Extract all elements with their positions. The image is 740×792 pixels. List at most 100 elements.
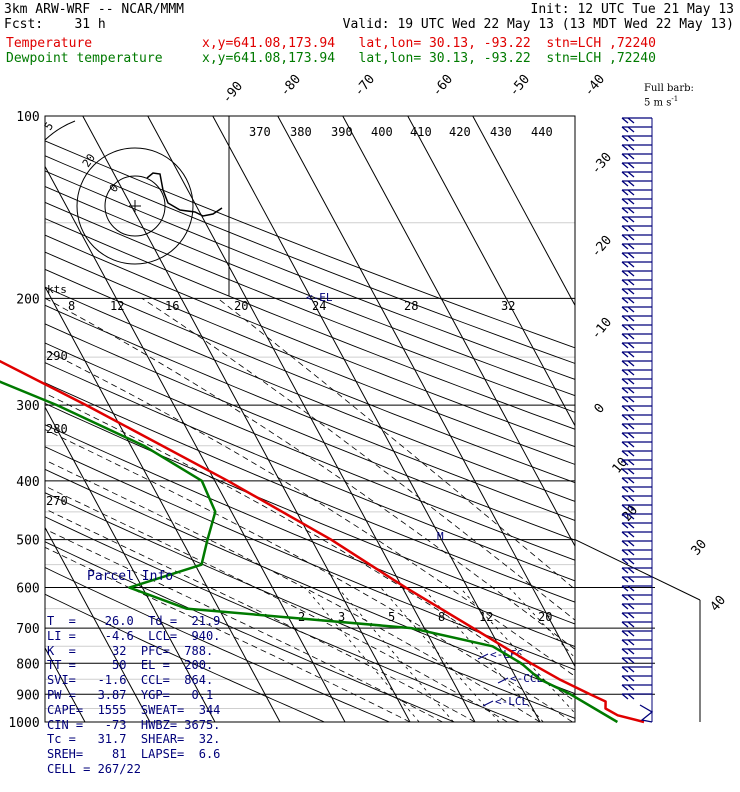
init-time: Init: 12 UTC Tue 21 May 13 bbox=[530, 2, 735, 17]
hodograph-ring bbox=[76, 147, 194, 265]
wind-barb bbox=[621, 486, 629, 493]
wind-barb bbox=[627, 459, 635, 466]
dry-adiabat bbox=[45, 234, 575, 448]
wind-barb bbox=[621, 189, 629, 196]
wind-barb bbox=[627, 342, 635, 349]
wind-barb bbox=[621, 252, 629, 259]
wind-barb bbox=[621, 504, 629, 511]
wind-barb bbox=[627, 549, 635, 556]
theta-label-left: 290 bbox=[46, 349, 68, 363]
wind-barb bbox=[627, 369, 635, 376]
dry-adiabat bbox=[45, 251, 575, 465]
isotherm-line bbox=[82, 116, 411, 722]
wind-barb bbox=[621, 639, 629, 646]
wind-barb bbox=[621, 144, 629, 151]
level-marker bbox=[482, 700, 494, 707]
wind-barb bbox=[621, 225, 629, 232]
wind-barb bbox=[621, 684, 629, 691]
wind-barb bbox=[627, 252, 635, 259]
wind-barb bbox=[621, 540, 629, 547]
wind-barb bbox=[621, 648, 629, 655]
wind-barb bbox=[621, 153, 629, 160]
wind-barb bbox=[627, 135, 635, 142]
mixing-ratio-line bbox=[509, 587, 575, 659]
wind-barb bbox=[627, 594, 635, 601]
parcel-info-row: SREH= 81 LAPSE= 6.6 bbox=[47, 747, 221, 762]
wind-barb bbox=[621, 405, 629, 412]
isotherm-line bbox=[147, 116, 476, 722]
isobar-label: 200 bbox=[16, 292, 39, 307]
moist-adiabat bbox=[141, 298, 575, 621]
wind-barb bbox=[627, 243, 635, 250]
wind-barb bbox=[621, 360, 629, 367]
wind-barb bbox=[627, 531, 635, 538]
wind-barb bbox=[627, 306, 635, 313]
legend-dewpoint: Dewpoint temperature x,y=641.08,173.94 la… bbox=[6, 51, 656, 66]
isobar-label: 300 bbox=[16, 399, 39, 414]
wind-barb bbox=[621, 198, 629, 205]
wind-barb bbox=[621, 675, 629, 682]
dry-adiabat bbox=[45, 382, 575, 603]
parcel-info-title: Parcel Info bbox=[87, 568, 174, 584]
wind-barb bbox=[627, 180, 635, 187]
wind-barb bbox=[621, 621, 629, 628]
mixing-ratio-label: 2 bbox=[298, 610, 305, 624]
wind-barb bbox=[621, 216, 629, 223]
dry-adiabat bbox=[45, 342, 575, 561]
wind-barb bbox=[621, 414, 629, 421]
wind-barb bbox=[627, 144, 635, 151]
wind-barb bbox=[621, 306, 629, 313]
isotherm-label: 0 bbox=[592, 401, 609, 417]
wind-barb bbox=[627, 117, 635, 124]
wind-barb bbox=[627, 666, 635, 673]
wind-barb bbox=[621, 288, 629, 295]
hodograph-ring bbox=[104, 175, 166, 237]
wind-barbs bbox=[621, 117, 654, 723]
sounding-profiles bbox=[0, 359, 645, 724]
wind-barb bbox=[627, 360, 635, 367]
wind-barb bbox=[621, 513, 629, 520]
isotherm-line bbox=[407, 116, 575, 427]
wind-barb bbox=[621, 333, 629, 340]
wind-barb bbox=[627, 513, 635, 520]
upper-mixing-label: 16 bbox=[165, 299, 179, 313]
parcel-info-row: CELL = 267/22 bbox=[47, 761, 141, 776]
dry-adiabat bbox=[45, 567, 390, 722]
isobar-label: 500 bbox=[16, 534, 39, 549]
level-label-el: <-EL bbox=[306, 291, 333, 304]
wind-barb bbox=[627, 639, 635, 646]
isotherm-label: -30 bbox=[589, 150, 616, 178]
isobar-label: 800 bbox=[16, 657, 39, 672]
isobar-label: 100 bbox=[16, 110, 39, 125]
wind-barb bbox=[621, 369, 629, 376]
wind-barb bbox=[627, 279, 635, 286]
mixing-ratio-label: 20 bbox=[538, 610, 552, 624]
wind-barb bbox=[627, 657, 635, 664]
wind-barb bbox=[627, 432, 635, 439]
dry-adiabat bbox=[45, 170, 575, 380]
isotherm-label: -50 bbox=[507, 72, 534, 100]
theta-label: 390 bbox=[331, 125, 353, 139]
dry-adiabat bbox=[45, 362, 575, 582]
wind-barb bbox=[621, 441, 629, 448]
isotherm-label: -60 bbox=[430, 72, 457, 100]
dry-adiabat bbox=[45, 492, 575, 719]
upper-mixing-label: 32 bbox=[501, 299, 515, 313]
wind-barb bbox=[627, 423, 635, 430]
temperature-profile bbox=[0, 359, 645, 724]
legend-temperature: Temperature x,y=641.08,173.94 lat,lon= 30… bbox=[6, 36, 656, 51]
wind-barb bbox=[621, 666, 629, 673]
wind-barb bbox=[621, 477, 629, 484]
wind-barb bbox=[627, 270, 635, 277]
wind-barb bbox=[621, 135, 629, 142]
isobar-label: 700 bbox=[16, 622, 39, 637]
wind-barb bbox=[627, 504, 635, 511]
parcel-info-row: TT = 50 EL = 200. bbox=[47, 658, 214, 673]
wind-barb bbox=[621, 396, 629, 403]
freezing-marker: M bbox=[437, 530, 444, 543]
isotherm-label: -20 bbox=[589, 233, 616, 261]
wind-barb bbox=[627, 495, 635, 502]
theta-label-left: 280 bbox=[46, 422, 68, 436]
